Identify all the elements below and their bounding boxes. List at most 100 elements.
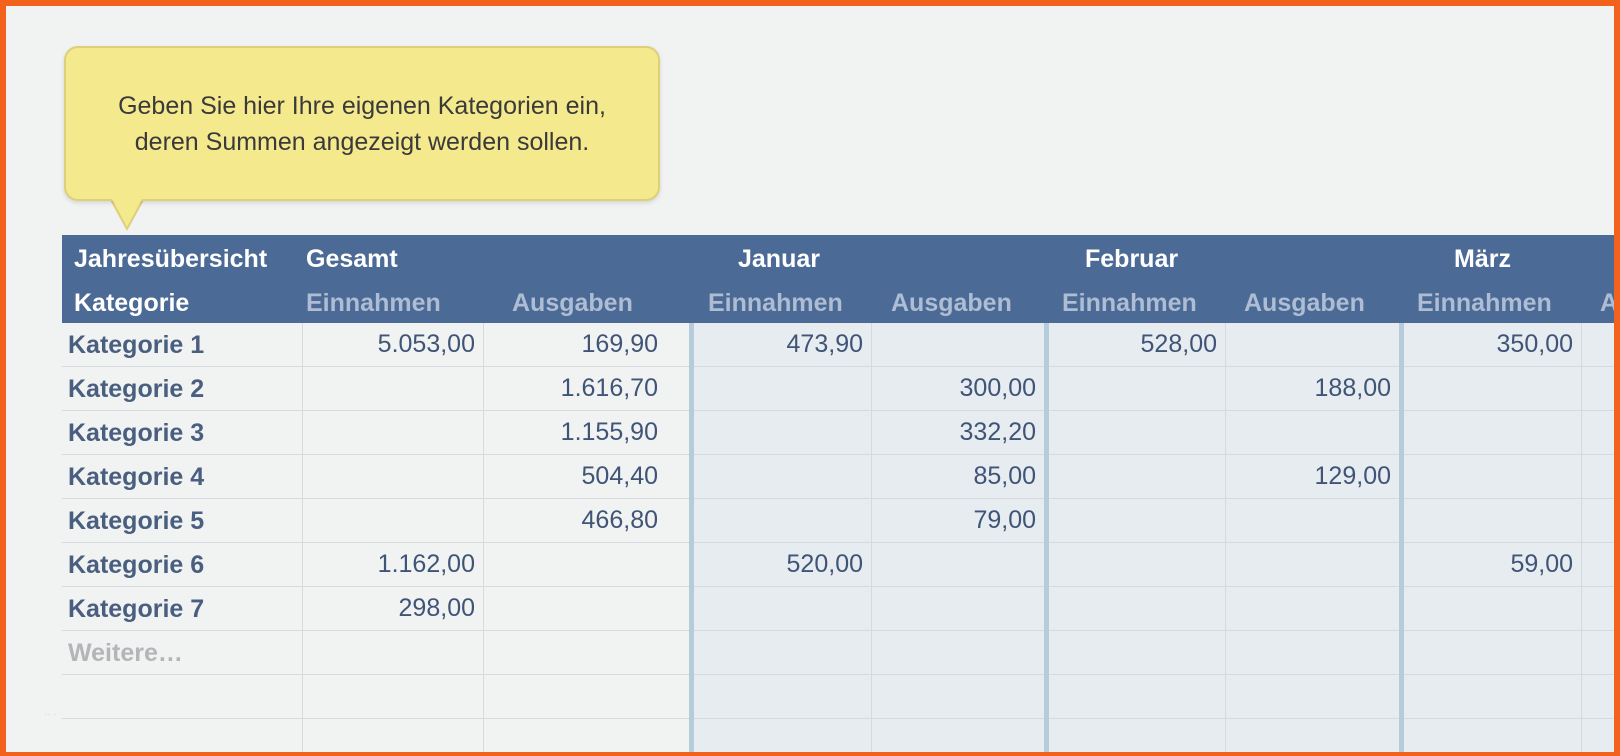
table-cell[interactable] — [1581, 367, 1614, 410]
table-cell[interactable]: 79,00 — [871, 499, 1044, 542]
table-row: Kategorie 7 298,00 — [62, 587, 1614, 631]
header-total-expenses: Ausgaben — [512, 289, 633, 317]
table-cell[interactable] — [1225, 499, 1399, 542]
table-cell[interactable] — [483, 543, 666, 586]
table-cell[interactable] — [302, 719, 483, 752]
table-cell[interactable]: 350,00 — [1399, 323, 1581, 366]
table-cell[interactable] — [302, 631, 483, 674]
category-label[interactable]: Kategorie 6 — [68, 551, 205, 579]
category-label[interactable]: Kategorie 7 — [68, 595, 205, 623]
table-cell[interactable]: 504,40 — [483, 455, 666, 498]
table-cell[interactable]: 466,80 — [483, 499, 666, 542]
table-cell[interactable] — [1225, 587, 1399, 630]
table-cell[interactable] — [1399, 675, 1581, 718]
table-cell[interactable] — [1581, 499, 1614, 542]
table-cell[interactable] — [871, 631, 1044, 674]
table-cell[interactable] — [871, 323, 1044, 366]
table-cell[interactable] — [483, 675, 666, 718]
table-cell[interactable] — [1581, 455, 1614, 498]
table-cell[interactable] — [302, 675, 483, 718]
table-cell[interactable] — [1399, 411, 1581, 454]
table-cell[interactable] — [1581, 719, 1614, 752]
table-cell[interactable] — [302, 367, 483, 410]
table-cell[interactable] — [1044, 499, 1225, 542]
table-cell[interactable]: 1.162,00 — [302, 543, 483, 586]
header-februar-income: Einnahmen — [1062, 289, 1197, 317]
category-label[interactable]: Kategorie 4 — [68, 463, 205, 491]
table-cell[interactable]: 528,00 — [1044, 323, 1225, 366]
table-cell[interactable] — [1044, 367, 1225, 410]
table-cell[interactable] — [689, 631, 871, 674]
table-cell[interactable] — [1581, 631, 1614, 674]
table-cell[interactable] — [1581, 411, 1614, 454]
table-cell[interactable] — [1044, 631, 1225, 674]
table-cell[interactable]: 188,00 — [1225, 367, 1399, 410]
table-cell[interactable]: 5.053,00 — [302, 323, 483, 366]
table-cell[interactable]: 332,20 — [871, 411, 1044, 454]
table-cell[interactable] — [1581, 543, 1614, 586]
table-cell[interactable] — [302, 455, 483, 498]
table-cell[interactable] — [871, 719, 1044, 752]
table-cell[interactable] — [1225, 323, 1399, 366]
header-total: Gesamt — [306, 245, 398, 273]
table-cell[interactable]: 129,00 — [1225, 455, 1399, 498]
table-cell[interactable] — [1225, 631, 1399, 674]
table-cell[interactable]: 59,00 — [1399, 543, 1581, 586]
table-cell[interactable] — [1399, 631, 1581, 674]
table-cell[interactable]: 300,00 — [871, 367, 1044, 410]
table-cell[interactable] — [689, 675, 871, 718]
table-cell[interactable] — [1044, 455, 1225, 498]
table-cell[interactable] — [1399, 499, 1581, 542]
table-cell[interactable] — [1044, 411, 1225, 454]
table-cell[interactable] — [1581, 587, 1614, 630]
table-cell[interactable] — [871, 587, 1044, 630]
table-cell[interactable] — [302, 499, 483, 542]
watermark: ·· · — [44, 709, 57, 720]
table-cell[interactable] — [1044, 543, 1225, 586]
tooltip-text: Geben Sie hier Ihre eigenen Kategorien e… — [82, 88, 642, 160]
category-label[interactable]: Kategorie 1 — [68, 331, 205, 359]
table-cell[interactable] — [1044, 675, 1225, 718]
table-cell[interactable]: 1.616,70 — [483, 367, 666, 410]
annual-overview-table: Jahresübersicht Kategorie Gesamt Januar … — [62, 235, 1614, 752]
table-cell[interactable] — [483, 587, 666, 630]
table-cell[interactable]: 473,90 — [689, 323, 871, 366]
table-cell[interactable] — [871, 675, 1044, 718]
table-cell[interactable] — [1581, 323, 1614, 366]
table-cell[interactable]: 520,00 — [689, 543, 871, 586]
table-cell[interactable] — [1225, 719, 1399, 752]
category-label[interactable]: Kategorie 5 — [68, 507, 205, 535]
tooltip-arrow — [112, 199, 142, 227]
table-cell[interactable] — [1399, 455, 1581, 498]
table-cell[interactable] — [1044, 587, 1225, 630]
table-cell[interactable] — [1225, 411, 1399, 454]
table-cell[interactable] — [1399, 719, 1581, 752]
table-cell[interactable] — [689, 411, 871, 454]
table-row: Kategorie 2 1.616,70 300,00 188,00 — [62, 367, 1614, 411]
table-cell[interactable]: 169,90 — [483, 323, 666, 366]
table-cell[interactable]: 298,00 — [302, 587, 483, 630]
header-month-maerz: März — [1454, 245, 1511, 273]
table-cell[interactable]: 85,00 — [871, 455, 1044, 498]
category-placeholder[interactable]: Weitere… — [68, 639, 183, 667]
table-cell[interactable] — [483, 719, 666, 752]
table-cell[interactable] — [689, 455, 871, 498]
table-cell[interactable] — [689, 499, 871, 542]
table-cell[interactable] — [1225, 675, 1399, 718]
category-label[interactable]: Kategorie 2 — [68, 375, 205, 403]
table-cell[interactable] — [689, 367, 871, 410]
table-cell[interactable] — [1581, 675, 1614, 718]
table-cell[interactable] — [689, 587, 871, 630]
table-cell[interactable] — [871, 543, 1044, 586]
tooltip-line-1: Geben Sie hier Ihre eigenen Kategorien e… — [118, 91, 606, 120]
table-cell[interactable] — [1044, 719, 1225, 752]
table-cell[interactable] — [302, 411, 483, 454]
table-cell[interactable] — [1399, 367, 1581, 410]
table-cell[interactable]: 1.155,90 — [483, 411, 666, 454]
table-cell[interactable] — [689, 719, 871, 752]
table-cell[interactable] — [483, 631, 666, 674]
category-label[interactable]: Kategorie 3 — [68, 419, 205, 447]
table-cell[interactable] — [1399, 587, 1581, 630]
table-cell[interactable] — [1225, 543, 1399, 586]
